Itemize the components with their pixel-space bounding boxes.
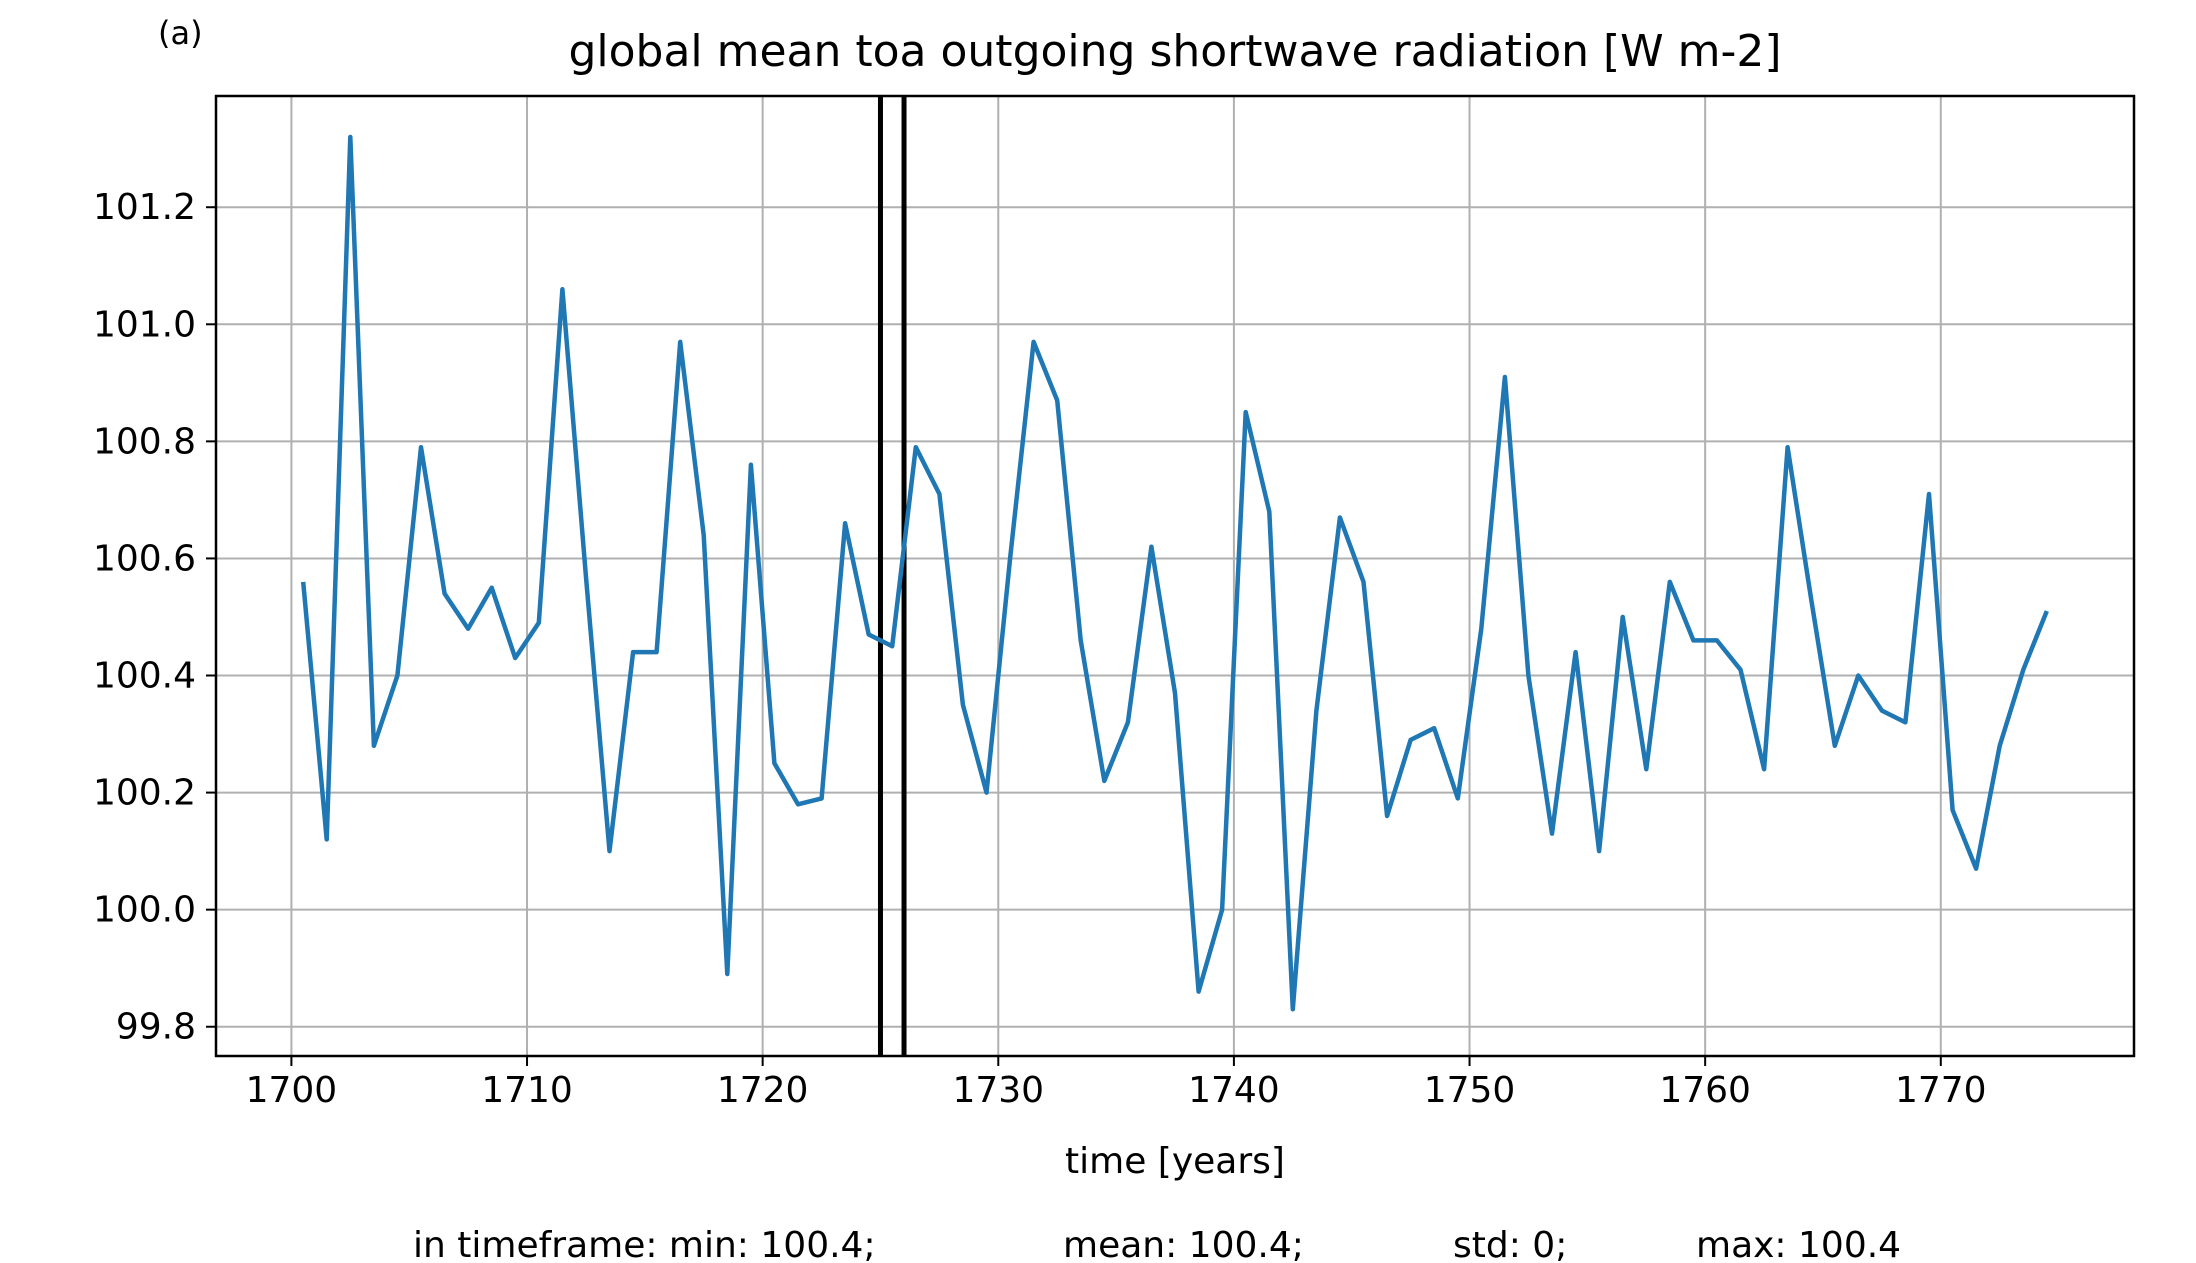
x-tick-label: 1710 (481, 1070, 573, 1111)
x-tick-label: 1750 (1424, 1070, 1516, 1111)
stats-max: max: 100.4 (1696, 1225, 1901, 1263)
x-tick-label: 1720 (717, 1070, 809, 1111)
y-tick-label: 100.4 (93, 656, 196, 697)
y-tick-label: 101.2 (93, 187, 196, 228)
series-layer (300, 134, 2049, 1012)
x-tick-label: 1700 (246, 1070, 338, 1111)
x-tick-label: 1740 (1188, 1070, 1280, 1111)
y-tick-label: 99.8 (116, 1007, 196, 1048)
grid-lines (216, 96, 2134, 1056)
data-series-line (300, 134, 2049, 1012)
vertical-markers (877, 96, 907, 1056)
y-tick-label: 100.8 (93, 421, 196, 462)
panel-label: (a) (158, 14, 203, 52)
x-tick-label: 1770 (1895, 1070, 1987, 1111)
stats-std: std: 0; (1453, 1225, 1567, 1263)
x-axis-label: time [years] (1065, 1141, 1285, 1182)
stats-mean: mean: 100.4; (1063, 1225, 1304, 1263)
stats-prefix: in timeframe: min: 100.4; (413, 1225, 876, 1263)
y-tick-label: 101.0 (93, 304, 196, 345)
x-axis-ticks: 1700 1710 1720 1730 1740 1750 1760 1770 (246, 1056, 1987, 1111)
x-tick-label: 1730 (952, 1070, 1044, 1111)
y-axis-ticks: 99.8 100.0 100.2 100.4 100.6 100.8 101.0 101.2 (93, 187, 216, 1048)
y-tick-label: 100.0 (93, 890, 196, 931)
y-tick-label: 100.6 (93, 538, 196, 579)
plot-frame (214, 94, 2136, 1058)
chart-title: global mean toa outgoing shortwave radia… (568, 26, 1781, 77)
y-tick-label: 100.2 (93, 773, 196, 814)
x-tick-label: 1760 (1659, 1070, 1751, 1111)
